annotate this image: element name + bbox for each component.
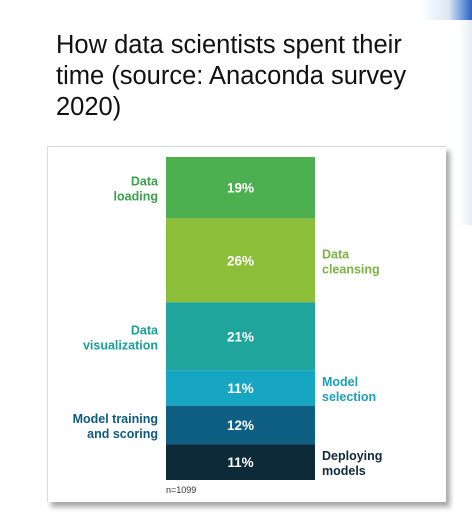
- bar-segment-deploying-models: [166, 444, 315, 480]
- data-label: 21%: [227, 329, 254, 344]
- slide-title: How data scientists spent their time (so…: [56, 31, 407, 121]
- data-label: 19%: [227, 181, 254, 196]
- corner-accent-edge: [458, 20, 472, 225]
- data-label: 26%: [227, 253, 254, 268]
- bar-segment-model-selection: [166, 370, 315, 406]
- sample-size-note: n=1099: [166, 485, 196, 495]
- category-label: Data cleansing: [322, 247, 380, 276]
- category-label: Deploying models: [322, 449, 382, 478]
- category-label: Model training and scoring: [73, 412, 158, 441]
- category-label: Model selection: [322, 375, 376, 404]
- data-label: 12%: [227, 418, 254, 433]
- corner-accent: [420, 0, 472, 20]
- bar-segment-data-visualization: [166, 302, 315, 371]
- data-label: 11%: [227, 455, 253, 470]
- bar-segment-model-training-and-scoring: [166, 405, 315, 445]
- data-label: 11%: [227, 381, 253, 396]
- category-label: Data loading: [114, 175, 160, 204]
- bar-segment-data-loading: [166, 157, 315, 219]
- category-label: Data visualization: [83, 323, 159, 352]
- bar-segment-data-cleansing: [166, 218, 315, 303]
